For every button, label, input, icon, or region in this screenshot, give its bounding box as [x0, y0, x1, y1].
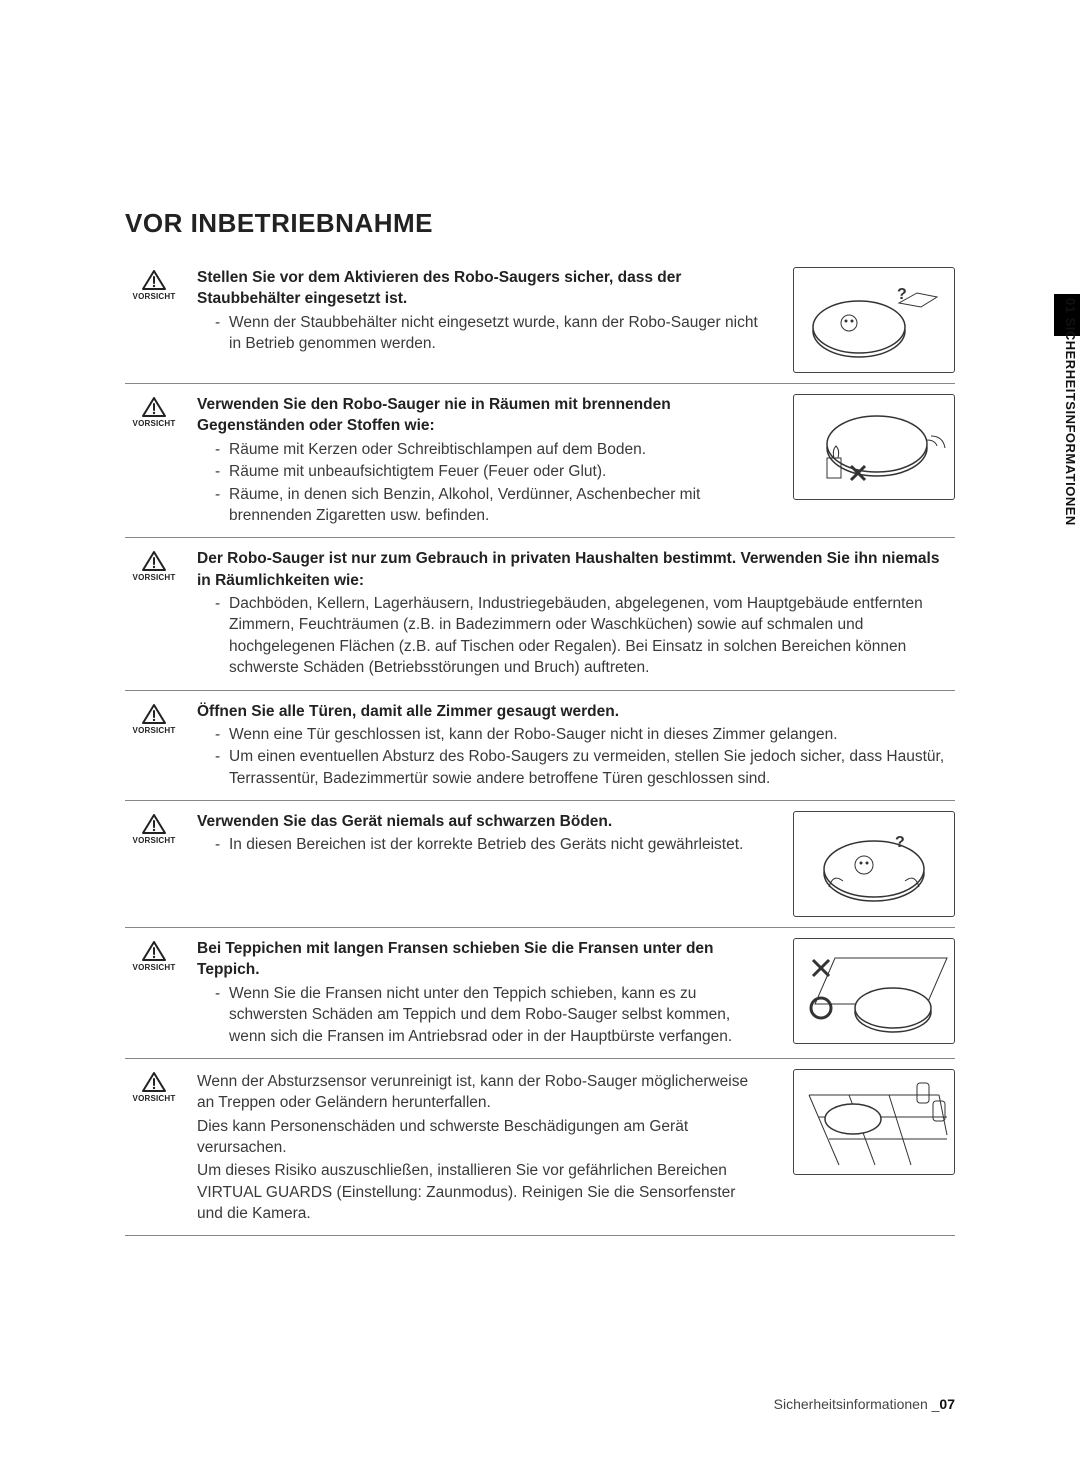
- bullet-item: Wenn Sie die Fransen nicht unter den Tep…: [215, 983, 763, 1047]
- bullet-item: Räume mit Kerzen oder Schreibtischlampen…: [215, 439, 763, 460]
- section-text: Verwenden Sie den Robo-Sauger nie in Räu…: [197, 394, 773, 527]
- caution-section: VORSICHT Verwenden Sie den Robo-Sauger ni…: [125, 384, 955, 538]
- bullet-item: Wenn eine Tür geschlossen ist, kann der …: [215, 724, 945, 745]
- section-text: Verwenden Sie das Gerät niemals auf schw…: [197, 811, 773, 857]
- section-text: Bei Teppichen mit langen Fransen schiebe…: [197, 938, 773, 1048]
- section-headline: Der Robo-Sauger ist nur zum Gebrauch in …: [197, 548, 945, 591]
- illustration-column: [787, 1069, 955, 1175]
- bullet-list: Räume mit Kerzen oder Schreibtischlampen…: [197, 439, 763, 527]
- bullet-item: Räume, in denen sich Benzin, Alkohol, Ve…: [215, 484, 763, 527]
- page-heading: VOR INBETRIEBNAHME: [125, 208, 955, 239]
- caution-section: VORSICHT Wenn der Absturzsensor verunrein…: [125, 1059, 955, 1236]
- caution-triangle-icon: [125, 396, 183, 418]
- page-footer: Sicherheitsinformationen _07: [774, 1396, 955, 1412]
- bullet-item: In diesen Bereichen ist der korrekte Bet…: [215, 834, 763, 855]
- caution-label: VORSICHT: [125, 726, 183, 735]
- caution-icon-column: VORSICHT: [125, 701, 183, 735]
- paragraph: Um dieses Risiko auszuschließen, install…: [197, 1160, 763, 1224]
- caution-icon-column: VORSICHT: [125, 548, 183, 582]
- section-text: Wenn der Absturzsensor verunreinigt ist,…: [197, 1069, 773, 1225]
- paragraph: Wenn der Absturzsensor verunreinigt ist,…: [197, 1071, 763, 1114]
- bullet-list: Wenn Sie die Fransen nicht unter den Tep…: [197, 983, 763, 1047]
- caution-section: VORSICHT Öffnen Sie alle Türen, damit all…: [125, 691, 955, 802]
- section-text: Öffnen Sie alle Türen, damit alle Zimmer…: [197, 701, 955, 791]
- caution-icon-column: VORSICHT: [125, 394, 183, 428]
- caution-label: VORSICHT: [125, 963, 183, 972]
- svg-text:?: ?: [897, 286, 907, 303]
- caution-icon-column: VORSICHT: [125, 1069, 183, 1103]
- caution-triangle-icon: [125, 813, 183, 835]
- caution-section: VORSICHT Verwenden Sie das Gerät niemals …: [125, 801, 955, 928]
- caution-triangle-icon: [125, 1071, 183, 1093]
- section-headline: Bei Teppichen mit langen Fransen schiebe…: [197, 938, 763, 981]
- bullet-item: Räume mit unbeaufsichtigtem Feuer (Feuer…: [215, 461, 763, 482]
- chapter-side-tab: 01 SICHERHEITSINFORMATIONEN: [1054, 294, 1080, 564]
- caution-triangle-icon: [125, 703, 183, 725]
- caution-label: VORSICHT: [125, 836, 183, 845]
- caution-triangle-icon: [125, 940, 183, 962]
- caution-section: VORSICHT Bei Teppichen mit langen Fransen…: [125, 928, 955, 1059]
- illustration-column: ?: [787, 811, 955, 917]
- bullet-item: Dachböden, Kellern, Lagerhäusern, Indust…: [215, 593, 945, 679]
- paragraph: Dies kann Personenschäden und schwerste …: [197, 1116, 763, 1159]
- caution-triangle-icon: [125, 550, 183, 572]
- bullet-list: Wenn eine Tür geschlossen ist, kann der …: [197, 724, 945, 789]
- side-tab-label: 01 SICHERHEITSINFORMATIONEN: [1063, 294, 1078, 526]
- illustration-box: ?: [793, 811, 955, 917]
- bullet-list: In diesen Bereichen ist der korrekte Bet…: [197, 834, 763, 855]
- illustration-column: ?: [787, 267, 955, 373]
- illustration-box: ?: [793, 267, 955, 373]
- illustration-box: [793, 394, 955, 500]
- bullet-list: Wenn der Staubbehälter nicht eingesetzt …: [197, 312, 763, 355]
- caution-icon-column: VORSICHT: [125, 938, 183, 972]
- section-headline: Öffnen Sie alle Türen, damit alle Zimmer…: [197, 701, 945, 722]
- bullet-item: Um einen eventuellen Absturz des Robo-Sa…: [215, 746, 945, 789]
- illustration-box: [793, 1069, 955, 1175]
- caution-label: VORSICHT: [125, 1094, 183, 1103]
- svg-text:?: ?: [895, 834, 905, 851]
- caution-label: VORSICHT: [125, 573, 183, 582]
- illustration-column: [787, 394, 955, 500]
- footer-page-number: 07: [939, 1396, 955, 1412]
- illustration-box: [793, 938, 955, 1044]
- bullet-item: Wenn der Staubbehälter nicht eingesetzt …: [215, 312, 763, 355]
- bullet-list: Dachböden, Kellern, Lagerhäusern, Indust…: [197, 593, 945, 679]
- section-text: Stellen Sie vor dem Aktivieren des Robo-…: [197, 267, 773, 356]
- caution-section: VORSICHT Stellen Sie vor dem Aktivieren d…: [125, 257, 955, 384]
- section-text: Der Robo-Sauger ist nur zum Gebrauch in …: [197, 548, 955, 679]
- footer-text: Sicherheitsinformationen _: [774, 1396, 940, 1412]
- caution-icon-column: VORSICHT: [125, 811, 183, 845]
- section-headline: Verwenden Sie das Gerät niemals auf schw…: [197, 811, 763, 832]
- caution-icon-column: VORSICHT: [125, 267, 183, 301]
- caution-section: VORSICHT Der Robo-Sauger ist nur zum Gebr…: [125, 538, 955, 690]
- caution-label: VORSICHT: [125, 419, 183, 428]
- caution-triangle-icon: [125, 269, 183, 291]
- section-headline: Stellen Sie vor dem Aktivieren des Robo-…: [197, 267, 763, 310]
- caution-label: VORSICHT: [125, 292, 183, 301]
- section-headline: Verwenden Sie den Robo-Sauger nie in Räu…: [197, 394, 763, 437]
- illustration-column: [787, 938, 955, 1044]
